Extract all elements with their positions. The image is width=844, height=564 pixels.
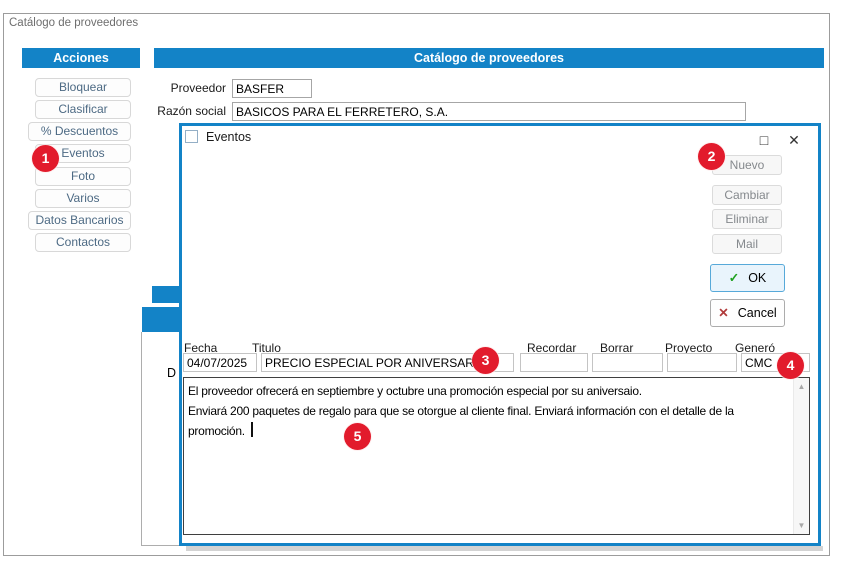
eventos-dialog: Eventos □ ✕ Nuevo Cambiar Eliminar Mail … — [179, 123, 821, 546]
annotation-badge-1: 1 — [32, 145, 59, 172]
recordar-label: Recordar — [527, 341, 577, 355]
cambiar-button[interactable]: Cambiar — [712, 185, 782, 205]
annotation-badge-5: 5 — [344, 423, 371, 450]
cancel-button-label: Cancel — [737, 306, 777, 320]
borrar-label: Borrar — [600, 341, 634, 355]
sidebar-button-bloquear[interactable]: Bloquear — [35, 78, 131, 97]
eliminar-button[interactable]: Eliminar — [712, 209, 782, 229]
razon-social-input[interactable] — [232, 102, 746, 121]
sidebar-button-datos-bancarios[interactable]: Datos Bancarios — [28, 211, 131, 230]
background-section-bar — [152, 286, 179, 303]
borrar-input[interactable] — [592, 353, 663, 372]
background-section-bar — [142, 307, 179, 332]
proveedor-input[interactable] — [232, 79, 312, 98]
scrollbar[interactable]: ▲ ▼ — [793, 378, 809, 534]
main-header: Catálogo de proveedores — [154, 48, 824, 68]
annotation-badge-3: 3 — [472, 347, 499, 374]
proyecto-input[interactable] — [667, 353, 737, 372]
titulo-label: Titulo — [252, 341, 281, 355]
sidebar-button-contactos[interactable]: Contactos — [35, 233, 131, 252]
sidebar-button-varios[interactable]: Varios — [35, 189, 131, 208]
dialog-shadow — [186, 546, 823, 551]
description-textarea[interactable]: El proveedor ofrecerá en septiembre y oc… — [183, 377, 810, 535]
scroll-down-icon[interactable]: ▼ — [797, 521, 806, 530]
sidebar-button-foto[interactable]: Foto — [35, 167, 131, 186]
titulo-input[interactable] — [261, 353, 514, 372]
text-cursor — [251, 422, 253, 437]
ok-button-label: OK — [748, 271, 767, 285]
sidebar-button-clasificar[interactable]: Clasificar — [35, 100, 131, 119]
window-title: Catálogo de proveedores — [9, 17, 139, 29]
annotation-badge-2: 2 — [698, 143, 725, 170]
recordar-input[interactable] — [520, 353, 588, 372]
proyecto-label: Proyecto — [665, 341, 713, 355]
fecha-label: Fecha — [184, 341, 218, 355]
background-panel — [141, 332, 180, 546]
sidebar-button-eventos[interactable]: Eventos — [35, 144, 131, 163]
dialog-title: Eventos — [206, 130, 252, 144]
fecha-input[interactable] — [183, 353, 257, 372]
cancel-button[interactable]: ✕ Cancel — [710, 299, 785, 327]
annotation-badge-4: 4 — [777, 352, 804, 379]
eventos-checkbox[interactable] — [185, 130, 198, 143]
scroll-up-icon[interactable]: ▲ — [797, 382, 806, 391]
sidebar-header: Acciones — [22, 48, 140, 68]
genero-label: Generó — [735, 341, 776, 355]
close-icon[interactable]: ✕ — [788, 132, 800, 148]
ok-button[interactable]: ✓ OK — [710, 264, 785, 292]
proveedor-label: Proveedor — [170, 81, 226, 95]
description-text: El proveedor ofrecerá en septiembre y oc… — [188, 384, 734, 438]
check-icon: ✓ — [728, 271, 740, 285]
razon-social-label: Razón social — [157, 104, 226, 118]
mail-button[interactable]: Mail — [712, 234, 782, 254]
maximize-icon[interactable]: □ — [759, 132, 769, 148]
clipped-background-label: D — [167, 366, 177, 380]
sidebar-button-descuentos[interactable]: % Descuentos — [28, 122, 131, 141]
x-icon: ✕ — [718, 306, 729, 320]
